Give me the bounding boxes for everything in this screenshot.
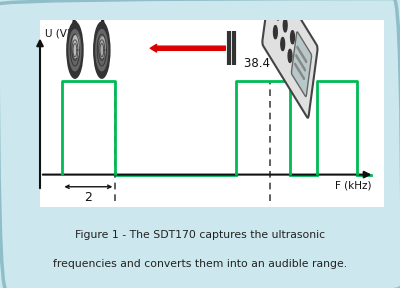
Circle shape [274, 26, 277, 39]
Circle shape [96, 30, 108, 71]
FancyBboxPatch shape [262, 0, 318, 118]
Text: frequencies and converts them into an audible range.: frequencies and converts them into an au… [53, 259, 347, 269]
Text: F (kHz): F (kHz) [334, 180, 371, 190]
Circle shape [291, 31, 294, 44]
FancyArrow shape [296, 54, 305, 71]
Circle shape [283, 19, 287, 32]
Circle shape [100, 37, 106, 58]
Circle shape [276, 7, 280, 20]
FancyArrow shape [295, 63, 304, 80]
FancyArrow shape [297, 46, 306, 63]
Text: U (V): U (V) [45, 29, 71, 39]
Text: 38.4 ± 2: 38.4 ± 2 [244, 57, 295, 70]
Text: 2: 2 [84, 192, 92, 204]
Circle shape [281, 37, 284, 51]
Circle shape [67, 22, 83, 78]
FancyBboxPatch shape [292, 32, 312, 97]
Circle shape [288, 49, 292, 62]
Circle shape [94, 22, 110, 78]
Circle shape [73, 35, 79, 58]
Text: Figure 1 - The SDT170 captures the ultrasonic: Figure 1 - The SDT170 captures the ultra… [75, 230, 325, 240]
Circle shape [69, 30, 81, 71]
